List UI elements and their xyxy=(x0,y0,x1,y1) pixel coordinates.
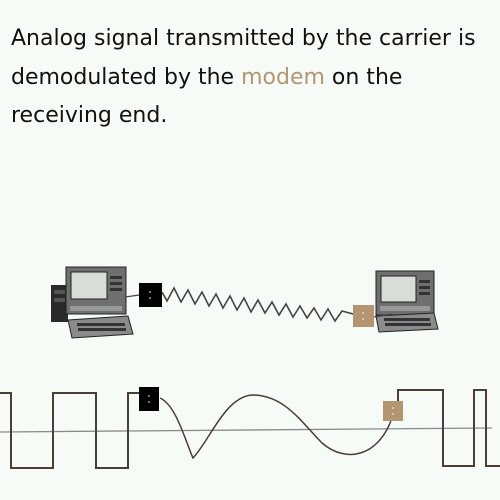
sending-modem-marker-icon xyxy=(139,387,159,411)
caption-text-before: Analog signal transmitted by the carrier… xyxy=(11,26,476,90)
caption: Analog signal transmitted by the carrier… xyxy=(11,20,495,136)
carrier-signal-line xyxy=(161,286,354,323)
receiving-modem-icon xyxy=(353,305,374,327)
sending-computer-icon xyxy=(51,266,134,339)
receiving-modem-marker-icon xyxy=(383,401,403,421)
sending-modem-icon xyxy=(139,283,162,307)
signal-axis xyxy=(0,427,493,433)
caption-text-after: on the receiving end. xyxy=(11,64,403,129)
digital-signal-left xyxy=(0,392,139,469)
analog-signal-wave xyxy=(159,394,393,460)
receiving-computer-icon xyxy=(375,270,439,333)
caption-highlight-modem: modem xyxy=(241,64,325,90)
